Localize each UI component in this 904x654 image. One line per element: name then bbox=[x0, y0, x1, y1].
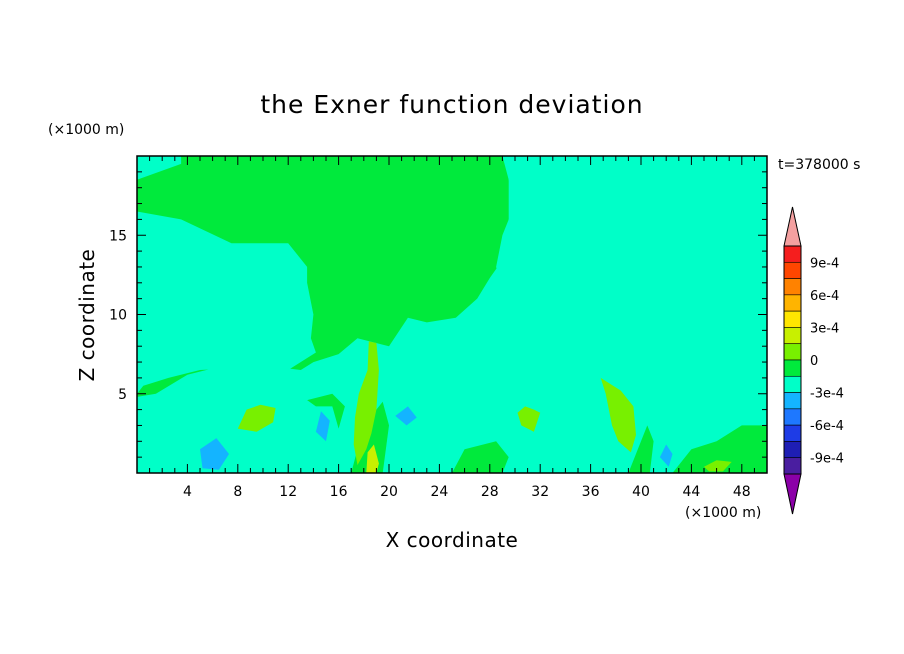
x-tick-label: 4 bbox=[183, 484, 192, 500]
x-axis-label: X coordinate bbox=[386, 528, 519, 552]
colorbar-label: -6e-4 bbox=[810, 419, 844, 434]
contour-region-7 bbox=[672, 290, 704, 375]
colorbar-label: -9e-4 bbox=[810, 452, 844, 467]
y-axis-label: Z coordinate bbox=[75, 249, 99, 382]
contour-region-9 bbox=[200, 438, 229, 470]
x-tick-label: 32 bbox=[531, 484, 549, 500]
contour-region-22 bbox=[704, 460, 732, 472]
colorbar-frame bbox=[783, 245, 802, 475]
x-tick-label: 16 bbox=[330, 484, 348, 500]
x-tick-label: 48 bbox=[733, 484, 751, 500]
colorbar-box bbox=[783, 441, 802, 459]
colorbar-box bbox=[783, 392, 802, 410]
time-label: t=378000 s bbox=[778, 157, 860, 173]
colorbar-box bbox=[783, 327, 802, 345]
colorbar-box bbox=[783, 457, 802, 475]
x-tick-label: 8 bbox=[233, 484, 242, 500]
x-tick-label: 12 bbox=[279, 484, 297, 500]
contour-region-19 bbox=[353, 341, 379, 466]
colorbar-box bbox=[783, 310, 802, 328]
colorbar-box bbox=[783, 245, 802, 263]
contour-region-21 bbox=[600, 377, 636, 453]
colorbar-label: 3e-4 bbox=[810, 321, 839, 336]
colorbar-top-triangle bbox=[783, 206, 802, 247]
colorbar-box bbox=[783, 375, 802, 393]
y-tick-label: 10 bbox=[109, 308, 127, 324]
contour-region-23 bbox=[366, 444, 379, 473]
colorbar-box bbox=[783, 359, 802, 377]
contour-region-13 bbox=[307, 393, 345, 429]
contour-region-17 bbox=[672, 425, 767, 473]
colorbar-box bbox=[783, 294, 802, 312]
colorbar-label: -3e-4 bbox=[810, 387, 844, 402]
x-tick-label: 24 bbox=[430, 484, 448, 500]
y-tick-label: 5 bbox=[118, 387, 127, 403]
x-tick-label: 44 bbox=[682, 484, 700, 500]
colorbar-label: 0 bbox=[810, 354, 818, 369]
colorbar: 9e-4 6e-4 3e-4 0 -3e-4 -6e-4 -9e-4 bbox=[783, 206, 844, 515]
x-tick-label: 28 bbox=[481, 484, 499, 500]
contour-region-15 bbox=[452, 441, 509, 473]
contour-region-16 bbox=[628, 425, 654, 473]
contour-region-11 bbox=[395, 406, 417, 426]
colorbar-box bbox=[783, 424, 802, 442]
contour-plot-area bbox=[137, 156, 767, 473]
colorbar-bottom-triangle bbox=[783, 473, 802, 515]
contour-region-2 bbox=[137, 211, 316, 394]
colorbar-box bbox=[783, 261, 802, 279]
contour-region-8 bbox=[521, 428, 547, 458]
y-unit-label: (×1000 m) bbox=[48, 122, 124, 138]
x-tick-label: 40 bbox=[632, 484, 650, 500]
contour-region-12 bbox=[659, 444, 673, 467]
colorbar-box bbox=[783, 278, 802, 296]
colorbar-label: 9e-4 bbox=[810, 256, 839, 271]
x-unit-label: (×1000 m) bbox=[685, 505, 761, 521]
colorbar-box bbox=[783, 408, 802, 426]
chart-title: the Exner function deviation bbox=[260, 90, 643, 119]
colorbar-label: 6e-4 bbox=[810, 289, 839, 304]
colorbar-box bbox=[783, 343, 802, 361]
contour-region-18 bbox=[237, 404, 276, 432]
contour-region-20 bbox=[517, 406, 541, 432]
y-tick-label: 15 bbox=[109, 228, 127, 244]
x-tick-label: 36 bbox=[582, 484, 600, 500]
contour-region-10 bbox=[315, 411, 330, 442]
x-tick-label: 20 bbox=[380, 484, 398, 500]
